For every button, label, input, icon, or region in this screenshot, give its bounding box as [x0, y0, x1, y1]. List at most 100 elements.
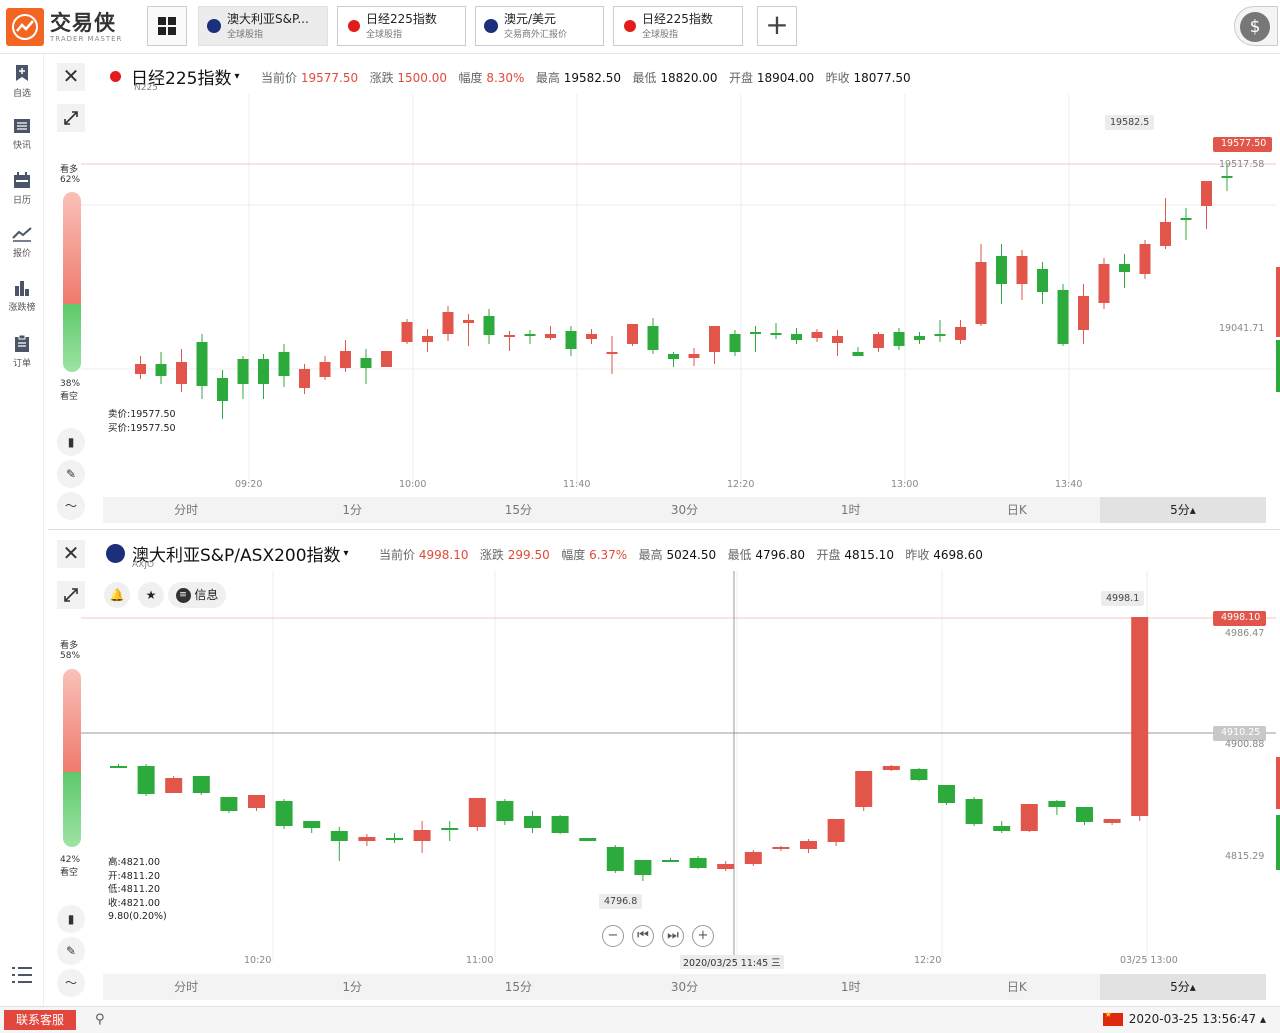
- zoom-in-button[interactable]: +: [692, 925, 714, 947]
- sidebar-item-watchlist[interactable]: 自选: [0, 64, 44, 99]
- current-price-tag: 19577.50: [1213, 137, 1273, 152]
- candle: [975, 262, 987, 324]
- bookmark-icon: [16, 65, 28, 81]
- sidebar-label: 自选: [12, 89, 31, 99]
- candle-type-button[interactable]: ▮: [57, 905, 85, 933]
- red-dot-icon: [110, 71, 121, 82]
- logo: 交易侠 TRADER MASTER: [6, 8, 122, 46]
- period-5m[interactable]: 5分▴: [1099, 974, 1266, 1000]
- period-tick[interactable]: 分时: [174, 503, 199, 517]
- clock[interactable]: 2020-03-25 13:56:47 ▴: [1102, 1010, 1266, 1026]
- bull-bear-gauge: [63, 192, 81, 372]
- australia-flag-icon: [106, 544, 125, 563]
- period-1m[interactable]: 1分: [342, 503, 363, 517]
- period-selector: 分时 1分 15分 30分 1时 日K 5分▴: [103, 974, 1266, 1000]
- close-panel-button[interactable]: ✕: [57, 540, 85, 568]
- candle: [319, 362, 331, 377]
- period-1h[interactable]: 1时: [840, 503, 861, 517]
- account-button[interactable]: $: [1234, 6, 1278, 46]
- add-tab-button[interactable]: +: [757, 6, 797, 46]
- pencil-icon: ✎: [65, 467, 77, 481]
- x-axis-label: 13:40: [1055, 479, 1083, 490]
- candle: [358, 837, 376, 841]
- y-axis-label: 4986.47: [1225, 628, 1265, 639]
- candle: [993, 826, 1011, 831]
- candle: [110, 766, 127, 768]
- expand-button[interactable]: [57, 104, 85, 132]
- sidebar-item-quotes[interactable]: 报价: [0, 226, 44, 259]
- period-15m[interactable]: 15分: [504, 503, 532, 517]
- menu-button[interactable]: [0, 966, 44, 988]
- connection-icon[interactable]: ⚲: [95, 1012, 105, 1027]
- candle: [688, 354, 700, 358]
- candlestick-chart[interactable]: [81, 571, 1276, 971]
- australia-us-flag-icon: [484, 19, 498, 33]
- quote-bar: 当前价 4998.10 涨跌 299.50 幅度 6.37% 最高 5024.5…: [379, 548, 983, 562]
- sidebar-label: 日历: [12, 196, 31, 206]
- close-panel-button[interactable]: ✕: [57, 63, 85, 91]
- candle: [217, 378, 228, 401]
- period-1h[interactable]: 1时: [840, 980, 861, 994]
- sidebar-item-calendar[interactable]: 日历: [0, 172, 44, 206]
- period-30m[interactable]: 30分: [670, 503, 699, 517]
- period-1m[interactable]: 1分: [342, 980, 363, 994]
- jump-end-button[interactable]: ⏭: [662, 925, 684, 947]
- tab-audusd[interactable]: 澳元/美元 交易商外汇报价: [475, 6, 604, 46]
- candle: [662, 860, 679, 862]
- open: 4815.10: [844, 548, 894, 562]
- favorite-button[interactable]: ★: [138, 582, 164, 608]
- order-strip-buy[interactable]: [1276, 815, 1280, 870]
- tab-sub: 全球股指: [366, 30, 403, 40]
- instrument-title[interactable]: 澳大利亚S&P/ASX200指数 ▾ AXJO: [106, 541, 349, 570]
- zoom-out-button[interactable]: −: [602, 925, 624, 947]
- tab-sub: 全球股指: [642, 30, 679, 40]
- draw-button[interactable]: ✎: [57, 460, 85, 488]
- candle: [910, 769, 928, 780]
- layout-grid-button[interactable]: [147, 6, 187, 46]
- candle: [1139, 244, 1151, 274]
- draw-button[interactable]: ✎: [57, 937, 85, 965]
- sidebar-item-news[interactable]: 快讯: [0, 118, 44, 151]
- period-day[interactable]: 日K: [1006, 503, 1027, 517]
- expand-button[interactable]: [57, 581, 85, 609]
- candle: [579, 838, 597, 841]
- candlestick-chart[interactable]: [81, 94, 1276, 494]
- candle-type-button[interactable]: ▮: [57, 428, 85, 456]
- order-strip-buy[interactable]: [1276, 340, 1280, 392]
- candle: [855, 771, 873, 807]
- bar-chart-icon: [15, 281, 29, 296]
- info-button[interactable]: ≡ 信息: [168, 582, 226, 608]
- sidebar-label: 涨跌榜: [8, 303, 36, 313]
- sidebar-item-movers[interactable]: 涨跌榜: [0, 280, 44, 313]
- support-button[interactable]: 联系客服: [4, 1010, 76, 1030]
- period-tick[interactable]: 分时: [174, 980, 199, 994]
- candle: [468, 798, 486, 827]
- candle: [811, 332, 823, 338]
- alert-button[interactable]: 🔔: [104, 582, 130, 608]
- tab-nikkei[interactable]: 日经225指数 全球股指: [337, 6, 466, 46]
- order-strip-sell[interactable]: [1276, 757, 1280, 809]
- tab-asx200[interactable]: 澳大利亚S&P... 全球股指: [198, 6, 328, 46]
- jump-start-button[interactable]: ⏮: [632, 925, 654, 947]
- bear-label: 38% 看空: [60, 379, 81, 402]
- candle: [504, 335, 515, 337]
- candle: [463, 320, 474, 323]
- candle: [220, 797, 238, 811]
- candle: [852, 352, 864, 356]
- period-15m[interactable]: 15分: [504, 980, 532, 994]
- instrument-title[interactable]: 日经225指数 ▾ N225: [110, 64, 239, 93]
- x-axis-label: 03/25 13:00: [1120, 955, 1178, 966]
- indicator-button[interactable]: 〜: [57, 492, 85, 520]
- order-strip-sell[interactable]: [1276, 267, 1280, 337]
- period-day[interactable]: 日K: [1006, 980, 1027, 994]
- period-30m[interactable]: 30分: [670, 980, 699, 994]
- indicator-button[interactable]: 〜: [57, 969, 85, 997]
- close-icon: ✕: [62, 64, 80, 88]
- sidebar-item-orders[interactable]: 订单: [0, 334, 44, 369]
- quote-bar: 当前价 19577.50 涨跌 1500.00 幅度 8.30% 最高 1958…: [261, 71, 911, 85]
- period-5m[interactable]: 5分▴: [1099, 497, 1266, 523]
- sidebar: 自选 快讯 日历 报价 涨跌榜 订单: [0, 54, 44, 1006]
- x-axis-label: 11:40: [563, 479, 591, 490]
- tab-nikkei-2[interactable]: 日经225指数 全球股指: [613, 6, 743, 46]
- candle: [1098, 264, 1110, 303]
